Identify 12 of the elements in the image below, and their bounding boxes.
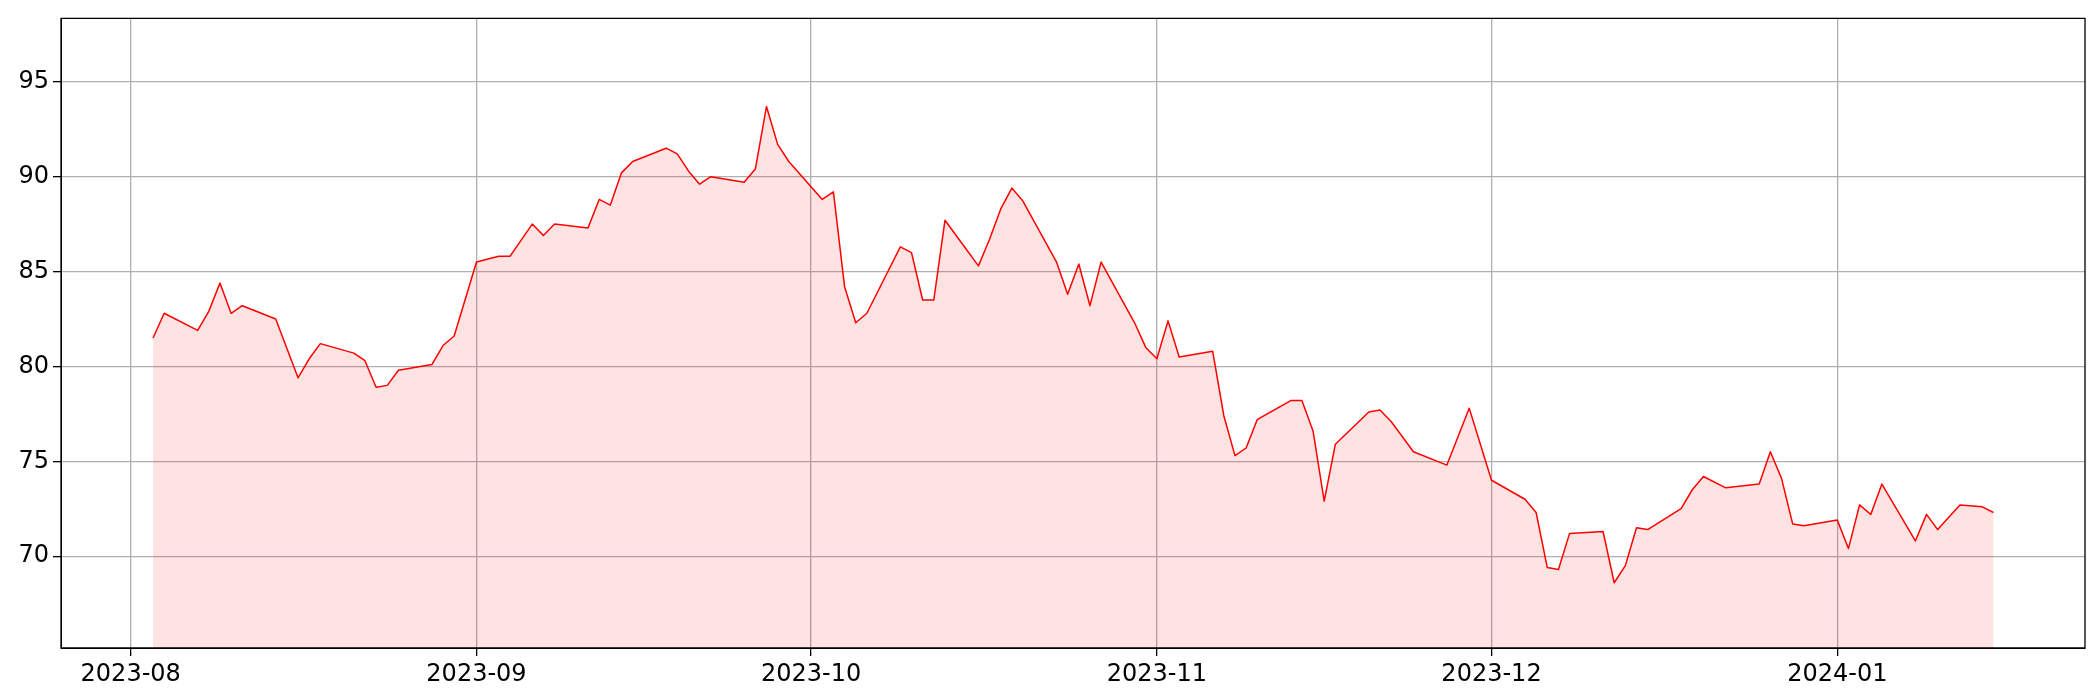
y-tick-label: 90 bbox=[18, 160, 49, 189]
x-tick-label: 2023-12 bbox=[1441, 658, 1542, 687]
y-tick-label: 80 bbox=[18, 350, 49, 379]
x-tick-label: 2023-08 bbox=[80, 658, 181, 687]
y-tick-label: 85 bbox=[18, 255, 49, 284]
y-tick-label: 75 bbox=[18, 445, 49, 474]
x-tick-label: 2024-01 bbox=[1787, 658, 1888, 687]
y-tick-label: 95 bbox=[18, 66, 49, 95]
y-tick-label: 70 bbox=[18, 540, 49, 569]
x-tick-label: 2023-10 bbox=[760, 658, 862, 687]
x-tick-label: 2023-09 bbox=[426, 658, 527, 687]
x-tick-label: 2023-11 bbox=[1106, 658, 1208, 687]
